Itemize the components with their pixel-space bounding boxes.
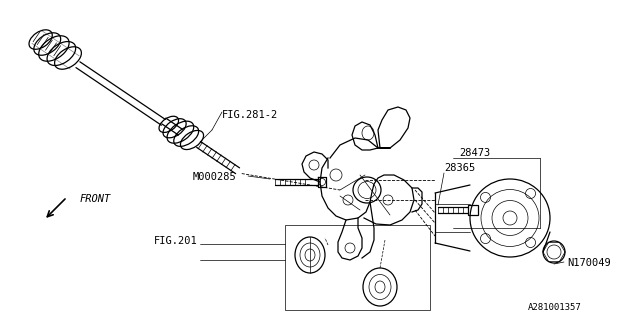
Text: FIG.201: FIG.201 [154, 236, 198, 246]
Bar [468, 205, 478, 215]
Text: 28365: 28365 [444, 163, 476, 173]
Text: N170049: N170049 [567, 258, 611, 268]
Text: 28473: 28473 [459, 148, 490, 158]
Text: M000285: M000285 [193, 172, 237, 182]
Text: FIG.281-2: FIG.281-2 [222, 110, 278, 120]
Bar [285, 225, 430, 310]
Text: FRONT: FRONT [80, 194, 111, 204]
Text: A281001357: A281001357 [528, 303, 582, 312]
